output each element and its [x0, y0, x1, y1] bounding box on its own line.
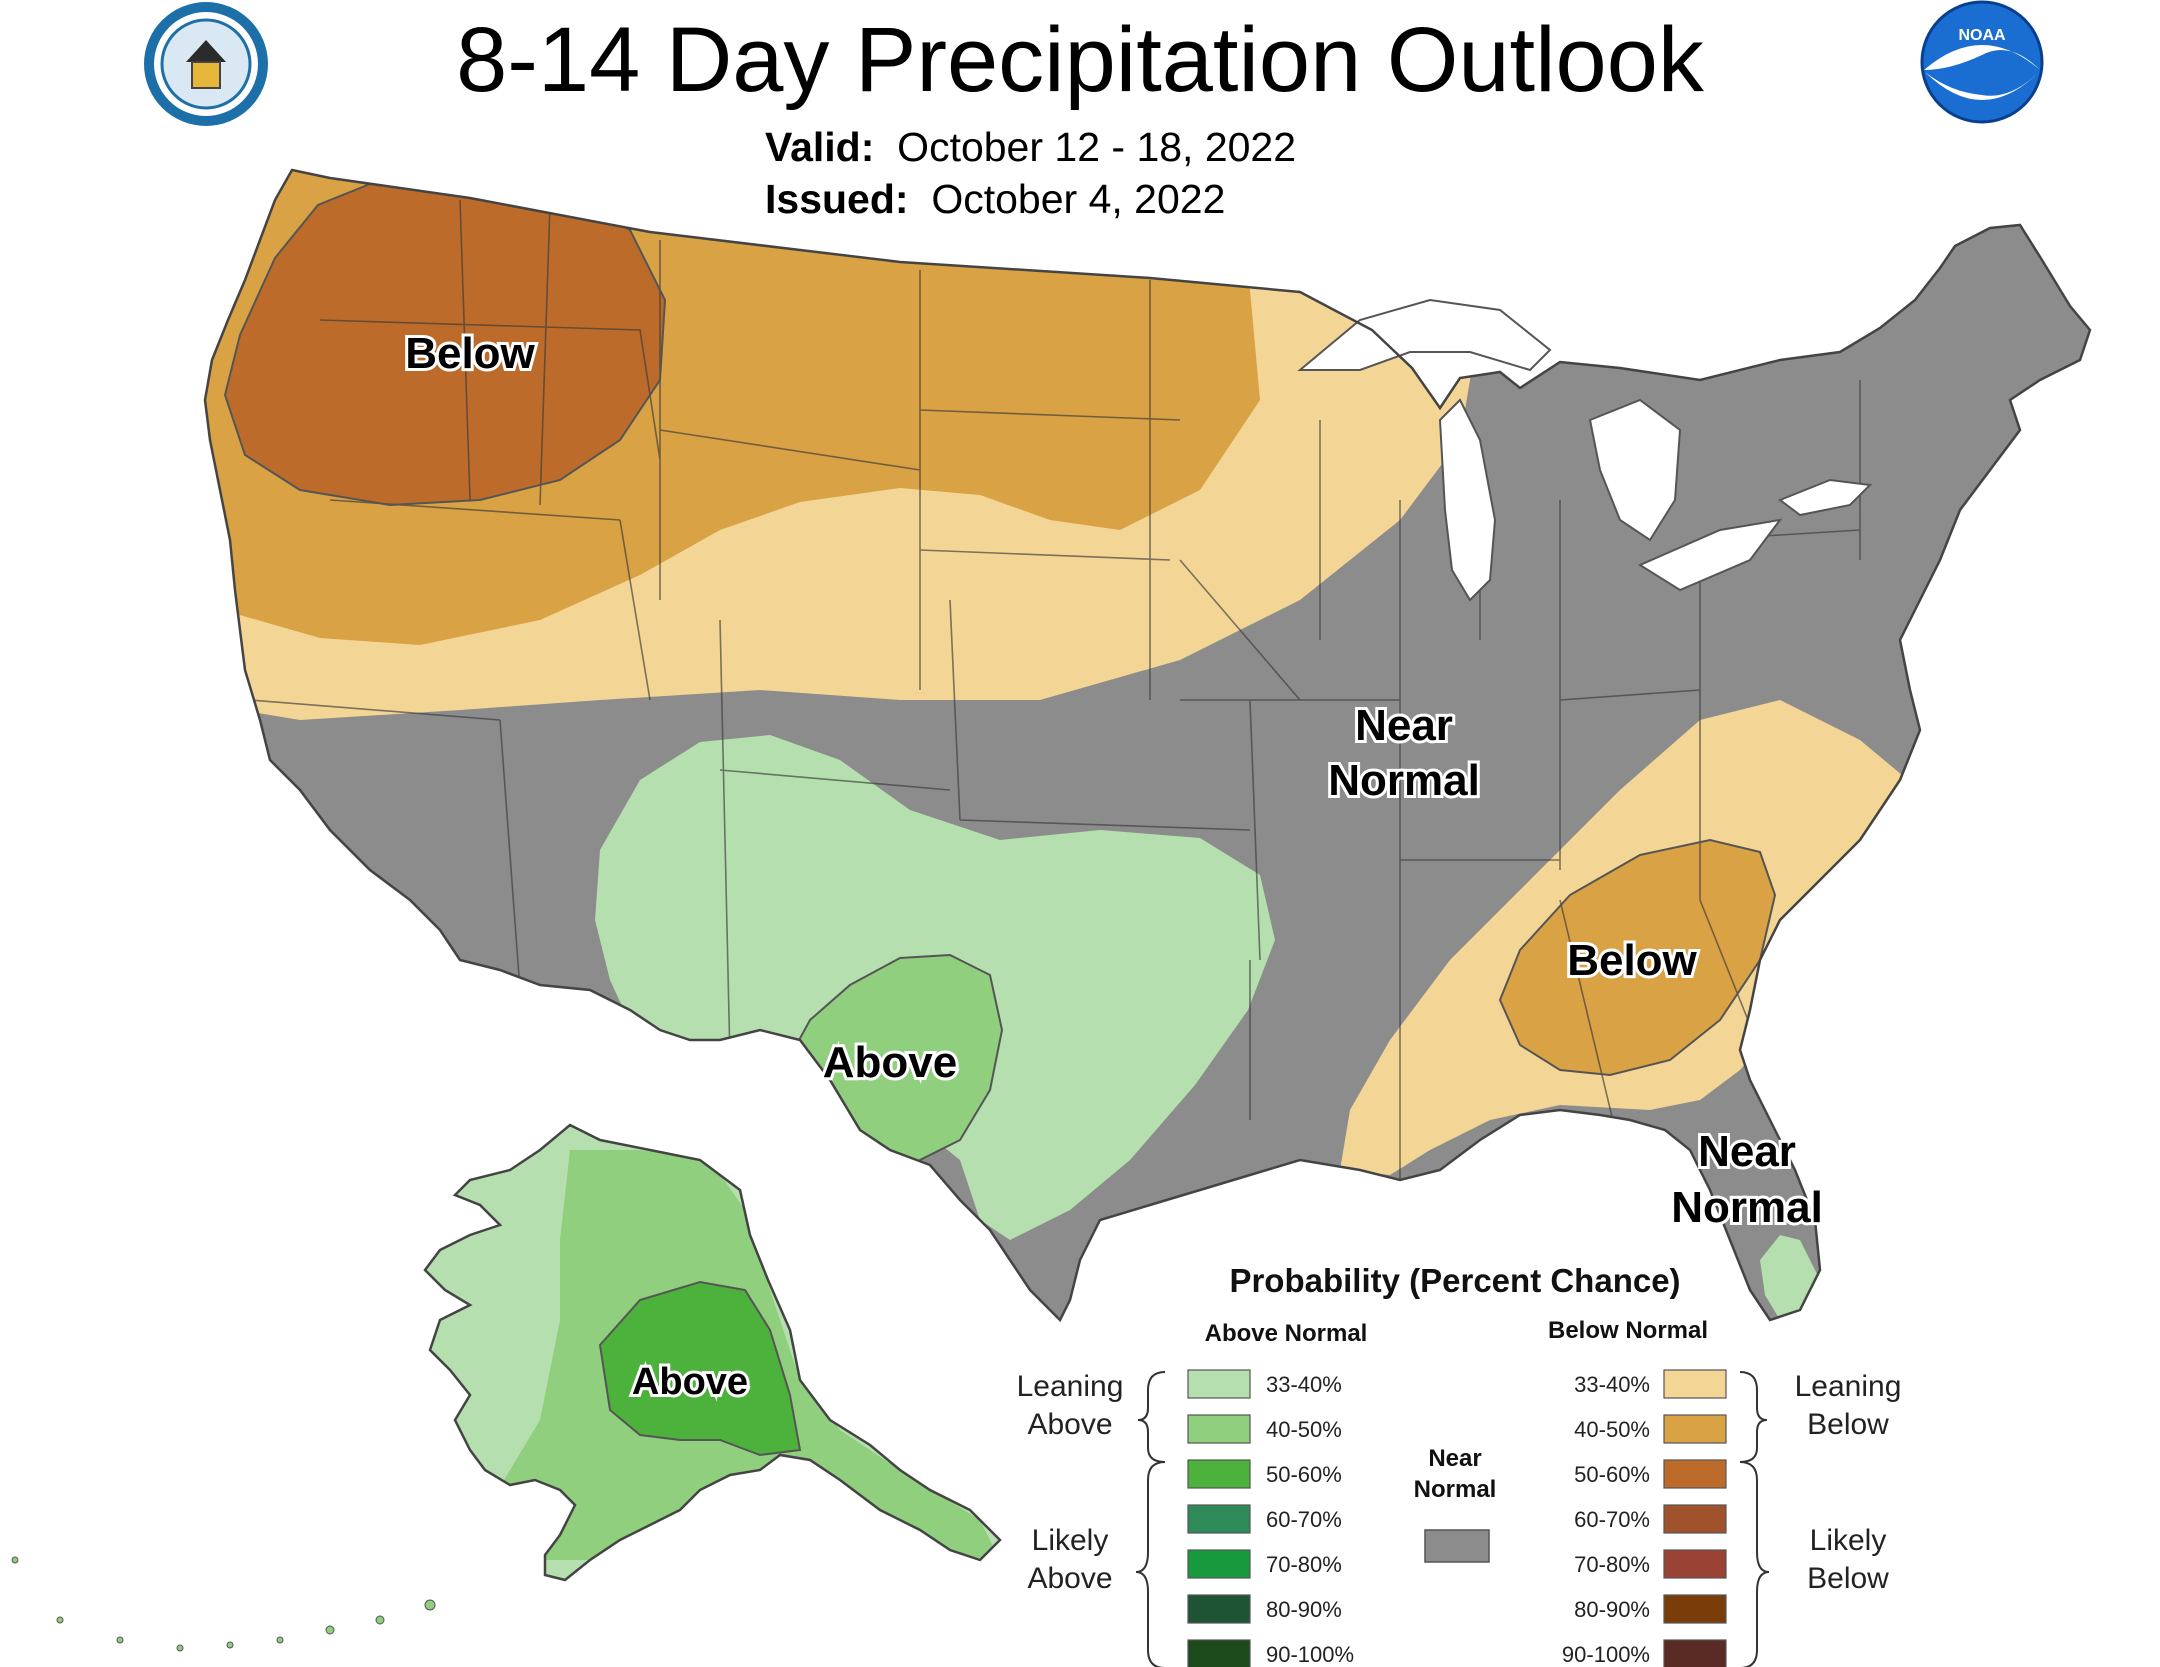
legend-below-bin-swatch — [1663, 1369, 1727, 1399]
region-below-northwest — [225, 178, 665, 505]
legend-above-bin-swatch — [1187, 1369, 1251, 1399]
legend-leaning-above-line2: Above — [1027, 1408, 1112, 1441]
legend-above-bin-swatch — [1187, 1504, 1251, 1534]
legend-above-header: Above Normal — [1205, 1320, 1368, 1347]
legend-likely-above-line1: Likely — [1032, 1524, 1109, 1557]
legend-above-bin-label: 33-40% — [1266, 1372, 1342, 1397]
region-below-southeast — [1500, 840, 1775, 1075]
legend-below-bin-swatch — [1663, 1639, 1727, 1667]
legend-below-bin-label: 40-50% — [1574, 1417, 1650, 1442]
noaa-logo-icon: NOAA — [1920, 0, 2044, 124]
brace-leaning-below-icon — [1739, 1371, 1768, 1463]
lake-michigan — [1438, 398, 1497, 602]
legend-below-bin-swatch — [1663, 1594, 1727, 1624]
label-near-normal-florida-line1: Near — [1698, 1127, 1796, 1176]
legend-below-bin-label: 80-90% — [1574, 1597, 1650, 1622]
valid-value: October 12 - 18, 2022 — [897, 124, 1297, 170]
lake-superior — [1297, 298, 1552, 372]
legend-below-bins: 33-40% 40-50% 50-60% 60-70% 70-80% 80-90% 90-1… — [1562, 1369, 1727, 1667]
lake-huron — [1588, 398, 1682, 542]
aleutian-islands — [11, 1556, 436, 1652]
legend-below-header: Below Normal — [1548, 1317, 1708, 1344]
legend-above-bin-label: 70-80% — [1266, 1552, 1342, 1577]
state-boundaries — [249, 199, 1861, 1180]
legend-above-bin-label: 60-70% — [1266, 1507, 1342, 1532]
legend-above-bin-swatch — [1187, 1459, 1251, 1489]
legend-above-bin-swatch — [1187, 1639, 1251, 1667]
legend-above-bin-label: 40-50% — [1266, 1417, 1342, 1442]
noaa-logo-text: NOAA — [1958, 27, 2006, 44]
alaska-outline — [423, 1123, 1002, 1582]
label-below-southeast: Below — [1567, 936, 1697, 985]
label-near-normal-florida-line2: Normal — [1671, 1183, 1823, 1232]
alaska-above-50-60 — [598, 1280, 802, 1457]
label-above-alaska: Above — [632, 1361, 748, 1403]
legend-near-header-line2: Normal — [1414, 1476, 1497, 1503]
legend: Probability (Percent Chance) Above Norma… — [1017, 1262, 1902, 1667]
valid-dates: Valid: October 12 - 18, 2022 — [765, 124, 1296, 171]
legend-above-bins: 33-40% 40-50% 50-60% 60-70% 70-80% 80-90% 90-1… — [1187, 1369, 1354, 1667]
label-below-northwest: Below — [405, 329, 535, 378]
valid-label: Valid: — [765, 124, 875, 170]
legend-below-bin-label: 60-70% — [1574, 1507, 1650, 1532]
brace-likely-below-icon — [1739, 1461, 1770, 1667]
legend-near-swatch — [1424, 1529, 1490, 1563]
page-title: 8-14 Day Precipitation Outlook — [456, 9, 1704, 111]
legend-above-bin-label: 50-60% — [1266, 1462, 1342, 1487]
legend-below-bin-swatch — [1663, 1504, 1727, 1534]
issued-label: Issued: — [765, 176, 909, 222]
legend-leaning-below-line2: Below — [1807, 1408, 1889, 1441]
lake-erie — [1637, 518, 1783, 592]
legend-above-bin-swatch — [1187, 1414, 1251, 1444]
legend-leaning-below-line1: Leaning — [1795, 1370, 1902, 1403]
brace-leaning-above-icon — [1137, 1371, 1166, 1463]
legend-likely-above-line2: Above — [1027, 1562, 1112, 1595]
legend-title: Probability (Percent Chance) — [1229, 1262, 1680, 1299]
legend-below-bin-label: 90-100% — [1562, 1642, 1650, 1667]
issued-date: Issued: October 4, 2022 — [765, 176, 1225, 223]
label-above-texas: Above — [823, 1038, 957, 1087]
legend-below-bin-swatch — [1663, 1414, 1727, 1444]
label-near-normal-central-line2: Normal — [1328, 756, 1480, 805]
conus-outline — [203, 168, 2092, 1323]
great-lakes — [1297, 298, 1873, 602]
issued-value: October 4, 2022 — [931, 176, 1226, 222]
commerce-seal-icon — [144, 2, 268, 126]
legend-likely-below-line1: Likely — [1810, 1524, 1887, 1557]
legend-below-bin-swatch — [1663, 1459, 1727, 1489]
label-near-normal-central-line1: Near — [1355, 701, 1453, 750]
legend-below-bin-label: 33-40% — [1574, 1372, 1650, 1397]
legend-above-bin-label: 80-90% — [1266, 1597, 1342, 1622]
brace-likely-above-icon — [1135, 1461, 1166, 1667]
legend-above-bin-swatch — [1187, 1594, 1251, 1624]
legend-likely-below-line2: Below — [1807, 1562, 1889, 1595]
legend-below-bin-label: 50-60% — [1574, 1462, 1650, 1487]
legend-below-bin-swatch — [1663, 1549, 1727, 1579]
legend-above-bin-swatch — [1187, 1549, 1251, 1579]
legend-leaning-above-line1: Leaning — [1017, 1370, 1124, 1403]
legend-below-bin-label: 70-80% — [1574, 1552, 1650, 1577]
lake-ontario — [1777, 478, 1873, 517]
legend-above-bin-label: 90-100% — [1266, 1642, 1354, 1667]
legend-near-header-line1: Near — [1428, 1445, 1481, 1472]
